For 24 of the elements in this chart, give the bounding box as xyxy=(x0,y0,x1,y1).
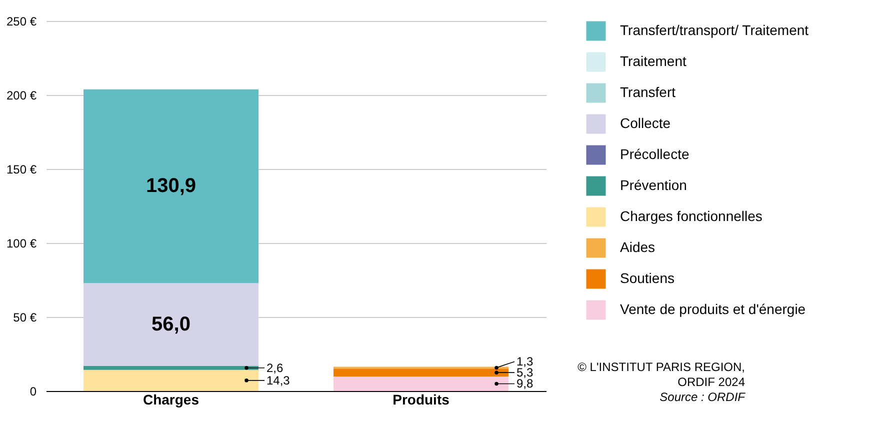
x-tick-label: Produits xyxy=(392,392,450,408)
text: © L'INSTITUT PARIS REGION, ORDIF 2024 xyxy=(576,360,745,390)
y-tick-label: 150 € xyxy=(6,162,37,176)
y-tick-label: 0 xyxy=(30,384,37,398)
legend-label: Charges fonctionnelles xyxy=(620,208,762,224)
legend-label: Traitement xyxy=(620,53,686,69)
y-tick-label: 100 € xyxy=(6,236,37,250)
data-label: 2,6 xyxy=(266,360,284,375)
legend-label: Précollecte xyxy=(620,146,690,162)
legend-label: Transfert xyxy=(620,84,676,100)
legend-label: Prévention xyxy=(620,177,687,193)
legend-label: Soutiens xyxy=(620,270,674,286)
legend-label: Vente de produits et d'énergie xyxy=(620,301,806,317)
y-tick-label: 250 € xyxy=(6,14,37,28)
legend-label: Collecte xyxy=(620,115,671,131)
data-label: 56,0 xyxy=(152,314,190,336)
data-label: 130,9 xyxy=(146,175,196,198)
data-label: 14,3 xyxy=(266,373,290,388)
x-tick-label: Charges xyxy=(142,392,200,408)
legend-label: Aides xyxy=(620,239,656,255)
source-note: Source : ORDIF xyxy=(658,390,745,405)
y-tick-label: 50 € xyxy=(13,310,37,324)
y-tick-label: 200 € xyxy=(6,88,37,102)
legend-label: Transfert/transport/ Traitement xyxy=(620,22,809,38)
